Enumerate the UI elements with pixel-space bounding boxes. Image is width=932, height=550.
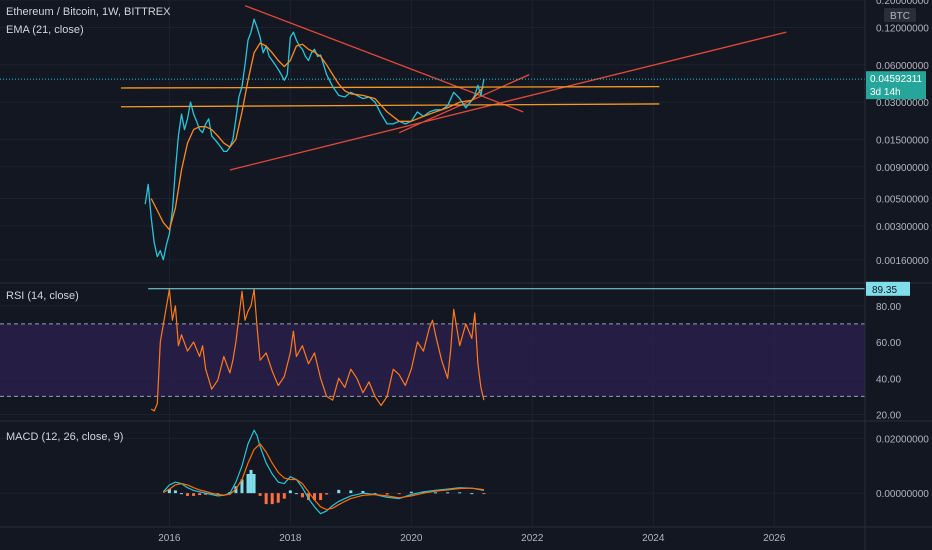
price-axis-label: 0.00160000 (876, 256, 929, 267)
macd-histogram-bar (300, 493, 304, 498)
rsi-plot (148, 288, 865, 412)
ema-line (150, 42, 485, 231)
macd-histogram-bar (319, 493, 323, 500)
macd-histogram-bar (252, 474, 256, 494)
rsi-line (150, 288, 485, 412)
time-axis-label: 2026 (763, 533, 786, 544)
rsi-band-fill (0, 323, 865, 397)
macd-line (162, 429, 485, 515)
macd-legend: MACD (12, 26, close, 9) (6, 431, 124, 443)
rsi-max-text: 89.35 (872, 285, 897, 296)
rsi-axis-label: 60.00 (876, 338, 901, 349)
rsi-axis-label: 40.00 (876, 374, 901, 385)
last-price-badge (866, 71, 926, 100)
macd-histogram-bar (361, 490, 365, 494)
time-axis-label: 2024 (642, 533, 665, 544)
macd-histogram-bar (470, 493, 474, 495)
price-axis-label: 0.00500000 (876, 195, 929, 206)
macd-histogram-bar (249, 469, 253, 494)
macd-axis-label: 0.02000000 (876, 434, 929, 445)
macd-histogram-bar (282, 493, 286, 499)
countdown-text: 3d 14h (870, 87, 901, 98)
rsi-axis-label: 80.00 (876, 302, 901, 313)
macd-histogram-bar (409, 491, 413, 494)
macd-histogram-bar (167, 489, 171, 494)
badges: 0.04592311 3d 14h BTC 89.35 (866, 8, 926, 296)
macd-histogram-bar (276, 493, 280, 503)
macd-signal-line (163, 443, 484, 511)
macd-histogram-bar (179, 493, 183, 495)
trendline (398, 74, 530, 134)
symbol-title: Ethereum / Bitcoin, 1W, BITTREX (6, 6, 171, 18)
macd-histogram-bar (186, 493, 190, 496)
ema-legend: EMA (21, close) (6, 24, 84, 36)
macd-histogram-bar (294, 493, 298, 495)
macd-histogram-bar (210, 493, 214, 495)
macd-histogram-bar (397, 493, 401, 495)
macd-histogram-bar (337, 489, 341, 494)
macd-histogram-bar (270, 493, 274, 505)
macd-histogram-bar (258, 493, 262, 496)
macd-histogram-bar (349, 490, 353, 494)
price-axis-label: 0.03000000 (876, 98, 929, 109)
time-axis-label: 2020 (400, 533, 423, 544)
macd-histogram-bar (198, 493, 202, 496)
macd-histogram-bar (204, 493, 208, 495)
macd-histogram-bar (434, 492, 438, 494)
macd-histogram-bar (325, 493, 329, 495)
macd-histogram-bar (240, 479, 244, 494)
macd-histogram-bar (385, 493, 389, 495)
macd-histogram-bar (373, 493, 377, 495)
trendline (120, 103, 660, 108)
price-line (144, 18, 485, 261)
macd-histogram-bar (306, 493, 310, 500)
time-axis-label: 2022 (521, 533, 544, 544)
price-axis-label: 0.00300000 (876, 222, 929, 233)
trendline (120, 85, 660, 89)
price-axis-label: 0.12000000 (876, 23, 929, 34)
trendlines (120, 5, 787, 171)
price-axis-label: 0.06000000 (876, 61, 929, 72)
price-axis-label: 0.01500000 (876, 135, 929, 146)
last-price-text: 0.04592311 (870, 74, 923, 85)
currency-badge (884, 8, 916, 22)
rsi-legend: RSI (14, close) (6, 290, 79, 302)
price-axis-label: 0.20000000 (876, 0, 929, 7)
macd-histogram-bar (313, 493, 317, 500)
macd-histogram-bar (192, 493, 196, 496)
rsi-max-badge (866, 281, 910, 296)
trendline (229, 31, 787, 171)
macd-histogram-bar (264, 493, 268, 505)
time-axis-label: 2018 (279, 533, 302, 544)
macd-histogram-bar (421, 491, 425, 494)
macd-histogram-bar (458, 492, 462, 494)
price-plot (0, 18, 865, 261)
macd-histogram-bar (446, 492, 450, 494)
macd-axis-label: 0.00000000 (876, 489, 929, 500)
rsi-axis-label: 20.00 (876, 411, 901, 422)
macd-histogram-bar (246, 474, 250, 494)
currency-text: BTC (890, 11, 910, 22)
macd-histogram-bar (288, 490, 292, 494)
rsi-band (0, 323, 865, 397)
macd-histogram-bar (216, 493, 220, 495)
macd-plot (162, 429, 486, 515)
time-axis-label: 2016 (158, 533, 181, 544)
macd-histogram-bar (173, 490, 177, 494)
macd-histogram-bar (482, 493, 486, 495)
price-axis-label: 0.00900000 (876, 163, 929, 174)
